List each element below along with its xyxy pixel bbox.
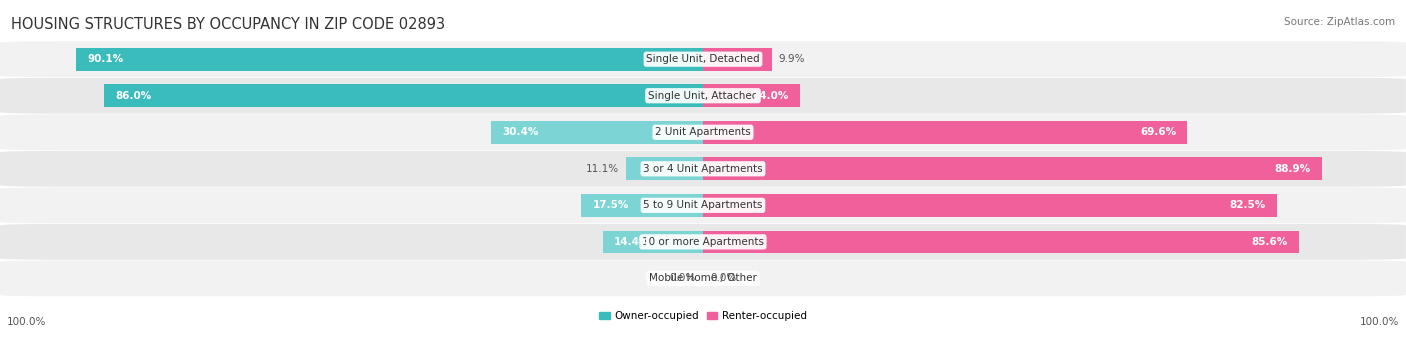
Text: 17.5%: 17.5% xyxy=(592,200,628,210)
Text: 2 Unit Apartments: 2 Unit Apartments xyxy=(655,127,751,137)
Bar xyxy=(626,158,703,180)
Text: 10 or more Apartments: 10 or more Apartments xyxy=(643,237,763,247)
Bar xyxy=(76,48,703,71)
FancyBboxPatch shape xyxy=(0,151,1406,187)
Bar xyxy=(492,121,703,144)
Bar xyxy=(581,194,703,217)
Bar xyxy=(703,48,772,71)
Bar xyxy=(603,231,703,253)
Legend: Owner-occupied, Renter-occupied: Owner-occupied, Renter-occupied xyxy=(595,307,811,326)
Text: HOUSING STRUCTURES BY OCCUPANCY IN ZIP CODE 02893: HOUSING STRUCTURES BY OCCUPANCY IN ZIP C… xyxy=(11,17,446,32)
Text: 30.4%: 30.4% xyxy=(502,127,538,137)
FancyBboxPatch shape xyxy=(0,41,1406,77)
Text: 86.0%: 86.0% xyxy=(115,91,152,101)
Bar xyxy=(703,194,1277,217)
Text: 11.1%: 11.1% xyxy=(586,164,619,174)
Text: 82.5%: 82.5% xyxy=(1230,200,1265,210)
Text: 100.0%: 100.0% xyxy=(1360,317,1399,327)
FancyBboxPatch shape xyxy=(0,114,1406,150)
Text: 9.9%: 9.9% xyxy=(779,54,806,64)
Bar xyxy=(703,158,1322,180)
FancyBboxPatch shape xyxy=(0,261,1406,296)
Text: 14.0%: 14.0% xyxy=(754,91,789,101)
Text: 85.6%: 85.6% xyxy=(1251,237,1288,247)
Text: 0.0%: 0.0% xyxy=(669,273,696,283)
FancyBboxPatch shape xyxy=(0,78,1406,114)
Text: 14.4%: 14.4% xyxy=(614,237,651,247)
Text: 0.0%: 0.0% xyxy=(710,273,737,283)
Text: Mobile Home / Other: Mobile Home / Other xyxy=(650,273,756,283)
Text: 90.1%: 90.1% xyxy=(87,54,124,64)
FancyBboxPatch shape xyxy=(0,224,1406,260)
Text: 5 to 9 Unit Apartments: 5 to 9 Unit Apartments xyxy=(644,200,762,210)
Text: Source: ZipAtlas.com: Source: ZipAtlas.com xyxy=(1284,17,1395,27)
Bar xyxy=(703,85,800,107)
Text: 88.9%: 88.9% xyxy=(1274,164,1310,174)
Bar xyxy=(104,85,703,107)
Bar xyxy=(703,231,1299,253)
Text: 69.6%: 69.6% xyxy=(1140,127,1177,137)
FancyBboxPatch shape xyxy=(0,188,1406,223)
Text: 100.0%: 100.0% xyxy=(7,317,46,327)
Text: 3 or 4 Unit Apartments: 3 or 4 Unit Apartments xyxy=(643,164,763,174)
Text: Single Unit, Detached: Single Unit, Detached xyxy=(647,54,759,64)
Text: Single Unit, Attached: Single Unit, Attached xyxy=(648,91,758,101)
Bar xyxy=(703,121,1188,144)
